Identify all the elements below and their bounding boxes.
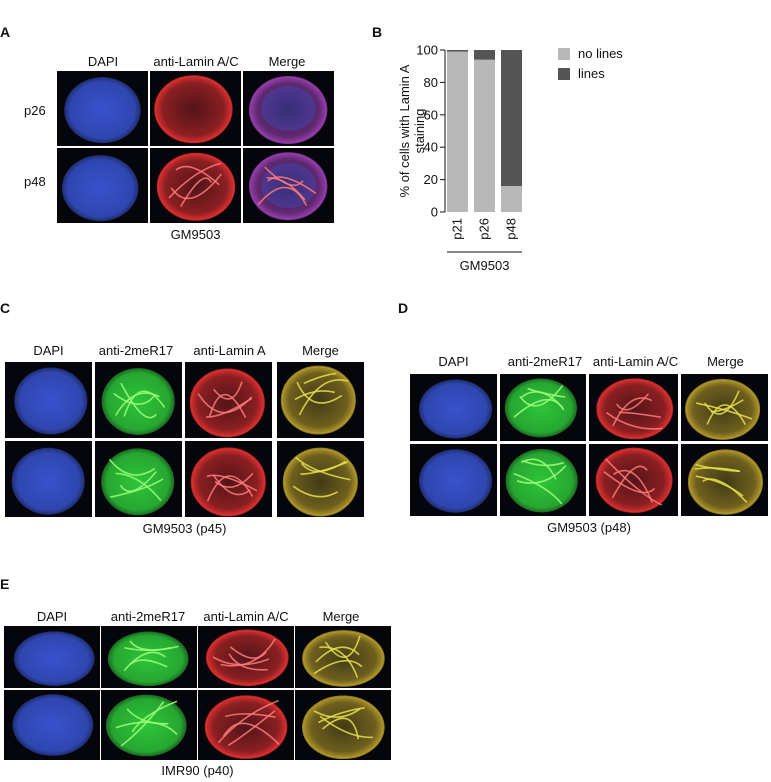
panel-d-header-2mer17: anti-2meR17 xyxy=(507,354,583,369)
panel-d-header-dapi: DAPI xyxy=(438,354,469,369)
panel-a-row-p26: p26 xyxy=(24,103,46,118)
panel-e-tile-merge-1 xyxy=(295,626,391,688)
panel-e-tile-2mer17-1 xyxy=(101,626,197,688)
panel-a-tile-lamin-p26 xyxy=(150,71,241,146)
panel-c-tile-2mer17-2 xyxy=(95,441,182,517)
chart-y-tick-label-0: 0 xyxy=(431,205,438,220)
chart-y-tick-label-60: 60 xyxy=(424,107,438,122)
panel-c-tile-lamin-2 xyxy=(185,441,272,517)
panel-c-caption: GM9503 (p45) xyxy=(142,521,227,536)
chart-bar-p21-lines xyxy=(447,50,468,52)
panel-e-tile-lamin-2 xyxy=(198,690,294,760)
panel-a-header-lamin: anti-Lamin A/C xyxy=(153,54,239,69)
panel-e-tile-lamin-1 xyxy=(198,626,294,688)
chart-y-axis-label: % of cells with Lamin Astaining xyxy=(397,64,427,197)
chart-x-group-label: GM9503 xyxy=(460,258,510,273)
panel-c-header-lamin: anti-Lamin A xyxy=(193,343,266,358)
panel-e-tile-dapi-2 xyxy=(4,690,100,760)
chart-bar-p48-lines xyxy=(501,50,522,187)
chart-y-tick-label-20: 20 xyxy=(424,172,438,187)
panel-c-header-2mer17: anti-2meR17 xyxy=(98,343,174,358)
chart-y-tick-label-100: 100 xyxy=(416,43,438,58)
panel-e-tile-dapi-1 xyxy=(4,626,100,688)
panel-d-tile-dapi-2 xyxy=(410,444,497,516)
panel-a-tile-dapi-p26 xyxy=(57,71,148,146)
panel-e-tile-merge-2 xyxy=(295,690,391,760)
panel-b-label: B xyxy=(372,24,383,40)
panel-d-tile-dapi-1 xyxy=(410,374,497,441)
panel-c-tile-dapi-1 xyxy=(5,362,92,438)
panel-d-caption: GM9503 (p48) xyxy=(547,520,631,535)
panel-c-label: C xyxy=(0,300,11,316)
panel-d-tile-lamin-2 xyxy=(589,444,678,516)
panel-c-tile-merge-1 xyxy=(277,362,364,438)
chart-x-tick-label-p26: p26 xyxy=(477,218,492,240)
panel-c-tile-dapi-2 xyxy=(5,441,92,517)
panel-d-tile-merge-1 xyxy=(681,374,768,441)
chart-bar-p26-lines xyxy=(474,50,495,60)
panel-a-header-dapi: DAPI xyxy=(87,54,119,69)
panel-d-tile-merge-2 xyxy=(681,444,768,516)
panel-d-tile-2mer17-2 xyxy=(500,444,586,516)
panel-c-tile-2mer17-1 xyxy=(95,362,182,438)
panel-e-header-dapi: DAPI xyxy=(36,609,68,624)
panel-d-header-merge: Merge xyxy=(707,354,744,369)
legend-label-lines: lines xyxy=(578,66,605,81)
panel-a-tile-merge-p48 xyxy=(243,148,334,223)
chart-bar-p21-no-lines xyxy=(447,51,468,213)
panel-e-tile-2mer17-2 xyxy=(101,690,197,760)
panel-e-caption: IMR90 (p40) xyxy=(161,763,234,778)
panel-c-header-dapi: DAPI xyxy=(33,343,64,358)
panel-a-label: A xyxy=(0,24,11,40)
panel-a-header-merge: Merge xyxy=(268,54,306,69)
chart-x-tick-label-p21: p21 xyxy=(450,218,465,240)
panel-a-tile-lamin-p48 xyxy=(150,148,241,223)
panel-a-tile-merge-p26 xyxy=(243,71,334,146)
panel-c-header-merge: Merge xyxy=(302,343,339,358)
chart-bar-p26-no-lines xyxy=(474,59,495,212)
legend-swatch-lines xyxy=(558,68,570,80)
panel-e-header-merge: Merge xyxy=(322,609,360,624)
chart-x-tick-label-p48: p48 xyxy=(504,218,519,240)
chart-y-tick-label-80: 80 xyxy=(424,75,438,90)
panel-e-header-lamin: anti-Lamin A/C xyxy=(203,609,289,624)
panel-c-tile-lamin-1 xyxy=(185,362,272,438)
legend-label-no-lines: no lines xyxy=(578,46,623,61)
panel-a-row-p48: p48 xyxy=(24,174,46,189)
legend-swatch-no-lines xyxy=(558,48,570,60)
panel-e-label: E xyxy=(0,576,10,592)
panel-a-tile-dapi-p48 xyxy=(57,148,148,223)
panel-e-header-2mer17: anti-2meR17 xyxy=(110,609,186,624)
panel-d-header-lamin: anti-Lamin A/C xyxy=(592,354,679,369)
stacked-bar-chart: % of cells with Lamin Astaining 0 20 40 60 8… xyxy=(397,43,522,273)
panel-d-tile-lamin-1 xyxy=(589,374,678,441)
panel-d-tile-2mer17-1 xyxy=(500,374,586,441)
panel-c-tile-merge-2 xyxy=(277,441,364,517)
panel-d-label: D xyxy=(398,300,409,316)
chart-bar-p48-no-lines xyxy=(501,186,522,212)
chart-y-tick-label-40: 40 xyxy=(424,140,438,155)
panel-a-caption: GM9503 xyxy=(170,227,221,242)
